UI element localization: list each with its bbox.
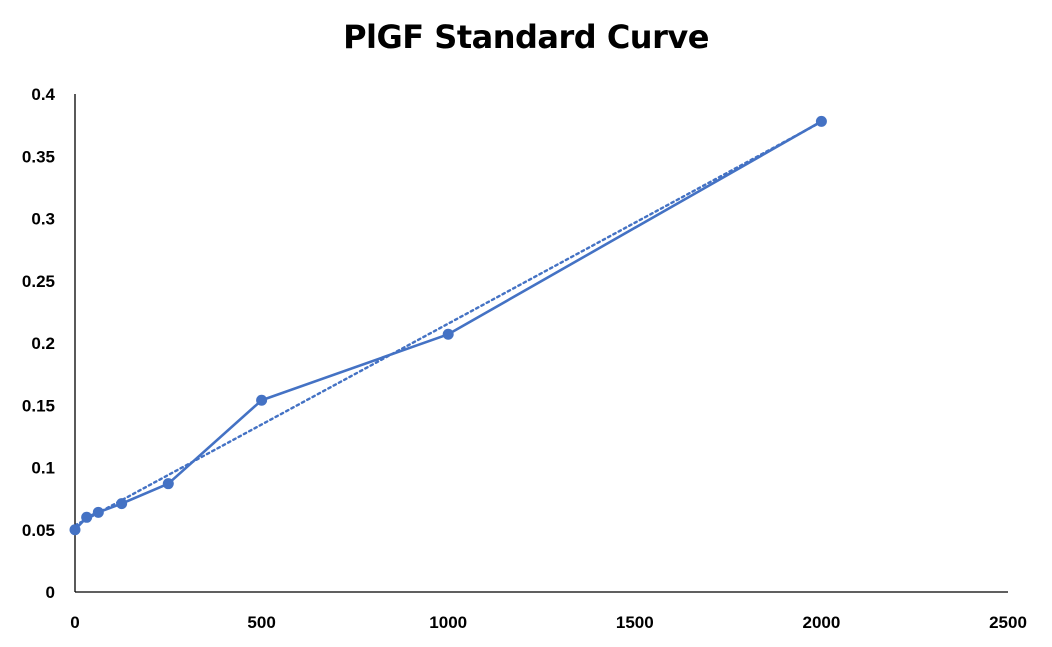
y-tick-label: 0.3 [31, 210, 55, 229]
y-tick-label: 0.15 [22, 396, 55, 415]
trendline [73, 120, 823, 527]
data-point [815, 115, 827, 127]
y-tick-label: 0.1 [31, 459, 55, 478]
x-tick-label: 1500 [616, 613, 654, 632]
y-tick-label: 0 [46, 583, 55, 602]
y-tick-label: 0.25 [22, 272, 55, 291]
axes-layer [74, 94, 1008, 593]
x-tick-label: 2000 [802, 613, 840, 632]
y-tick-label: 0.05 [22, 521, 55, 540]
chart-title: PlGF Standard Curve [343, 18, 709, 56]
markers-layer [69, 115, 827, 536]
data-point [256, 394, 268, 406]
y-tick-label: 0.35 [22, 147, 55, 166]
data-point [162, 478, 174, 490]
x-tick-label: 500 [247, 613, 275, 632]
data-point [442, 328, 454, 340]
y-tick-label: 0.4 [31, 85, 55, 104]
data-point [69, 524, 81, 536]
x-tick-label: 2500 [989, 613, 1027, 632]
tick-labels-layer: 0 0.05 0.1 0.15 0.2 0.25 0.3 0.35 0.4 0 500 1000 150… [22, 85, 1027, 632]
x-tick-label: 0 [70, 613, 79, 632]
data-point [116, 498, 128, 510]
y-tick-label: 0.2 [31, 334, 55, 353]
trendline-layer [73, 120, 823, 527]
x-tick-label: 1000 [429, 613, 467, 632]
data-point [81, 511, 93, 523]
data-point [92, 506, 104, 518]
